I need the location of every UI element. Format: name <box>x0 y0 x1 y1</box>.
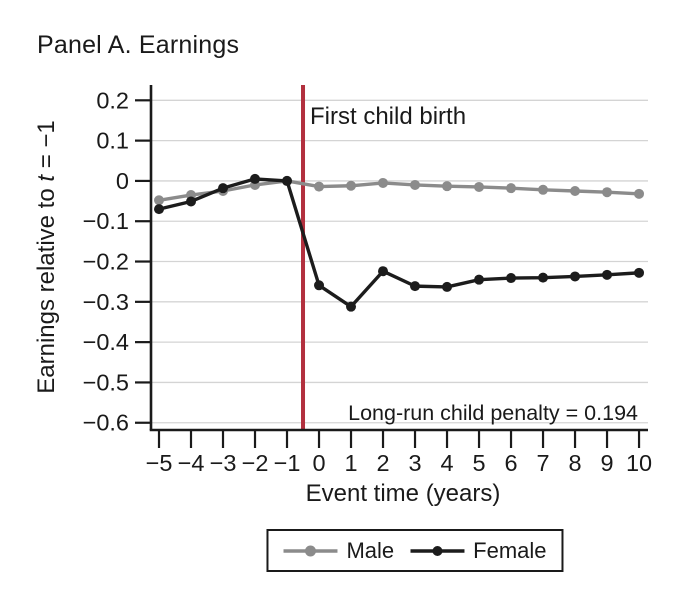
svg-text:−0.4: −0.4 <box>83 329 129 355</box>
panel-title: Panel A. Earnings <box>37 31 240 59</box>
svg-text:0.1: 0.1 <box>96 128 129 154</box>
svg-text:9: 9 <box>600 450 613 476</box>
svg-text:1: 1 <box>344 450 357 476</box>
svg-text:−0.6: −0.6 <box>83 410 129 436</box>
svg-text:10: 10 <box>626 450 652 476</box>
y-axis-title: Earnings relative to t = −1 <box>33 120 61 394</box>
y-axis-title-text: Earnings relative to <box>33 181 60 394</box>
y-ticks: 0.2 0.1 0 −0.1 −0.2 −0.3 −0.4 −0.5 −0.6 <box>83 87 151 436</box>
svg-text:−0.2: −0.2 <box>83 249 129 275</box>
svg-text:0: 0 <box>312 450 325 476</box>
legend: Male Female <box>266 529 564 572</box>
svg-text:3: 3 <box>408 450 421 476</box>
svg-text:−3: −3 <box>210 450 237 476</box>
x-ticks: −5 −4 −3 −2 −1 0 1 2 3 4 5 6 7 8 9 10 <box>146 430 652 476</box>
svg-text:6: 6 <box>504 450 517 476</box>
svg-text:−1: −1 <box>274 450 301 476</box>
svg-text:8: 8 <box>568 450 581 476</box>
female-line-marker-icon <box>410 545 465 556</box>
legend-item-male: Male <box>283 538 394 564</box>
long-run-penalty-annotation: Long-run child penalty = 0.194 <box>348 401 638 425</box>
x-axis-title: Event time (years) <box>305 480 501 507</box>
svg-text:7: 7 <box>536 450 549 476</box>
legend-label-male: Male <box>346 537 395 563</box>
legend-item-female: Female <box>410 537 547 564</box>
svg-text:−0.5: −0.5 <box>83 369 129 395</box>
svg-text:−0.3: −0.3 <box>83 289 129 315</box>
y-axis-title-suffix: = −1 <box>33 120 60 175</box>
svg-text:4: 4 <box>440 450 453 476</box>
svg-text:2: 2 <box>376 450 389 476</box>
y-axis-title-var: t <box>33 174 60 182</box>
legend-label-female: Female <box>473 537 547 563</box>
axes <box>149 85 648 432</box>
svg-text:−5: −5 <box>146 450 173 476</box>
svg-text:5: 5 <box>472 450 485 476</box>
svg-text:−2: −2 <box>242 450 269 476</box>
series-female <box>154 173 645 312</box>
gridlines <box>151 99 648 424</box>
svg-text:−4: −4 <box>178 450 205 476</box>
svg-text:0: 0 <box>116 168 129 194</box>
first-child-birth-label: First child birth <box>310 103 467 130</box>
male-line-marker-icon <box>283 545 338 556</box>
svg-text:−0.1: −0.1 <box>83 208 129 234</box>
svg-text:0.2: 0.2 <box>96 87 129 113</box>
